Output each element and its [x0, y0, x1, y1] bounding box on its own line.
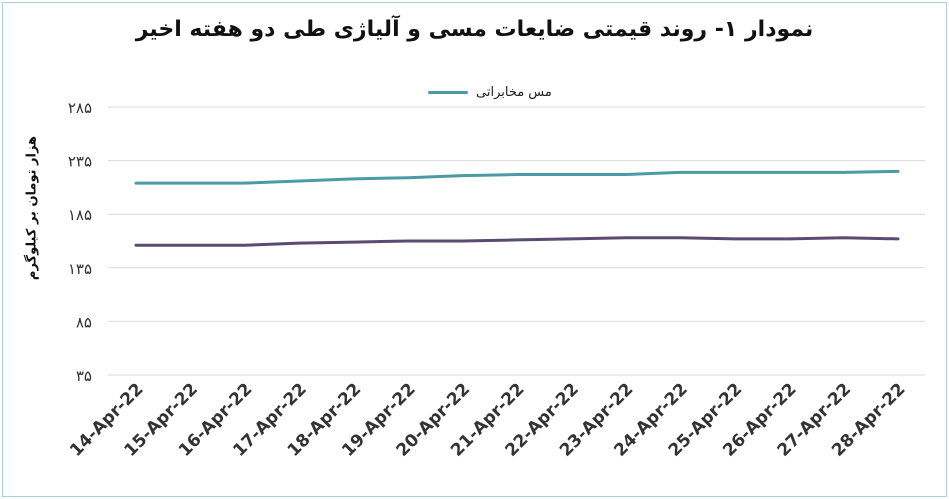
- chart-title: نمودار ۱- روند قیمتی ضایعات مسی و آلیاژی…: [135, 17, 814, 42]
- legend-swatch-mes-mokhaberati: [428, 91, 468, 94]
- chart-legend: مس مخابراتی: [428, 85, 552, 100]
- y-tick-label: ۳۵: [76, 367, 92, 385]
- series-line-1: [134, 236, 900, 247]
- y-tick-label: ۸۵: [76, 313, 92, 331]
- y-tick-label: ۱۸۵: [68, 206, 92, 224]
- y-tick-label: ۱۳۵: [68, 260, 92, 278]
- legend-label-mes-mokhaberati: مس مخابراتی: [476, 85, 552, 100]
- series-line-0: [134, 169, 900, 185]
- y-tick-label: ۲۸۵: [68, 99, 92, 117]
- y-tick-label: ۲۳۵: [68, 153, 92, 171]
